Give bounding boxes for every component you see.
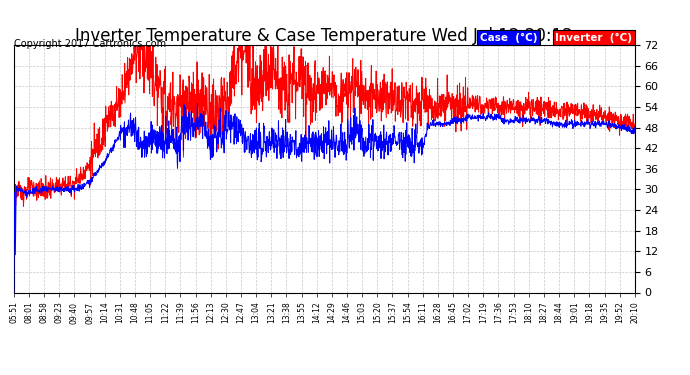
Text: Copyright 2017 Cartronics.com: Copyright 2017 Cartronics.com bbox=[14, 39, 166, 50]
Title: Inverter Temperature & Case Temperature Wed Jul 12 20:12: Inverter Temperature & Case Temperature … bbox=[75, 27, 573, 45]
Text: Inverter  (°C): Inverter (°C) bbox=[555, 33, 633, 43]
Text: Case  (°C): Case (°C) bbox=[480, 33, 537, 43]
